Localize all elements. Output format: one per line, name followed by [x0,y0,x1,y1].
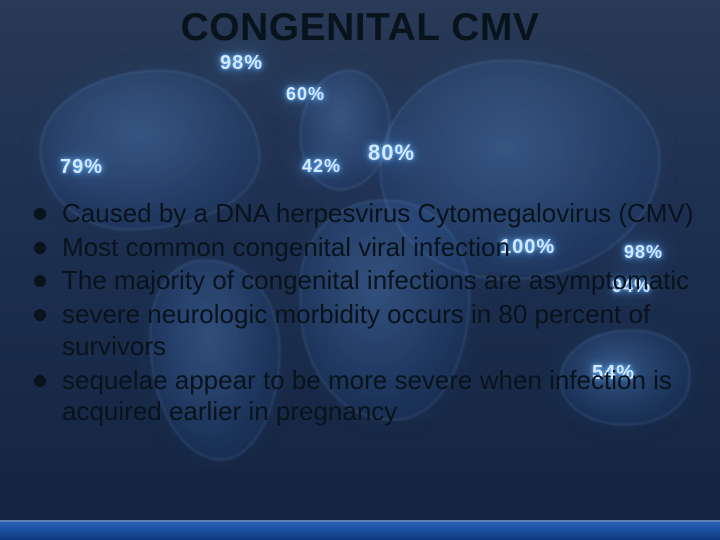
map-percent-label: 79% [60,156,103,179]
map-percent-label: 98% [220,52,263,75]
bullet-item: severe neurologic morbidity occurs in 80… [30,299,696,362]
slide: 98%60%79%42%80%100%98%94%54% CONGENITAL … [0,0,720,540]
bullet-item: sequelae appear to be more severe when i… [30,365,696,428]
map-percent-label: 60% [286,84,325,105]
map-percent-label: 42% [302,156,341,177]
bullet-item: Caused by a DNA herpesvirus Cytomegalovi… [30,198,696,230]
continent-shape [300,70,390,190]
map-percent-label: 80% [368,140,415,166]
bullet-item: Most common congenital viral infection [30,232,696,264]
bullet-item: The majority of congenital infections ar… [30,265,696,297]
slide-title: CONGENITAL CMV [0,6,720,50]
footer-bar [0,520,720,540]
bullet-list: Caused by a DNA herpesvirus Cytomegalovi… [30,198,696,430]
